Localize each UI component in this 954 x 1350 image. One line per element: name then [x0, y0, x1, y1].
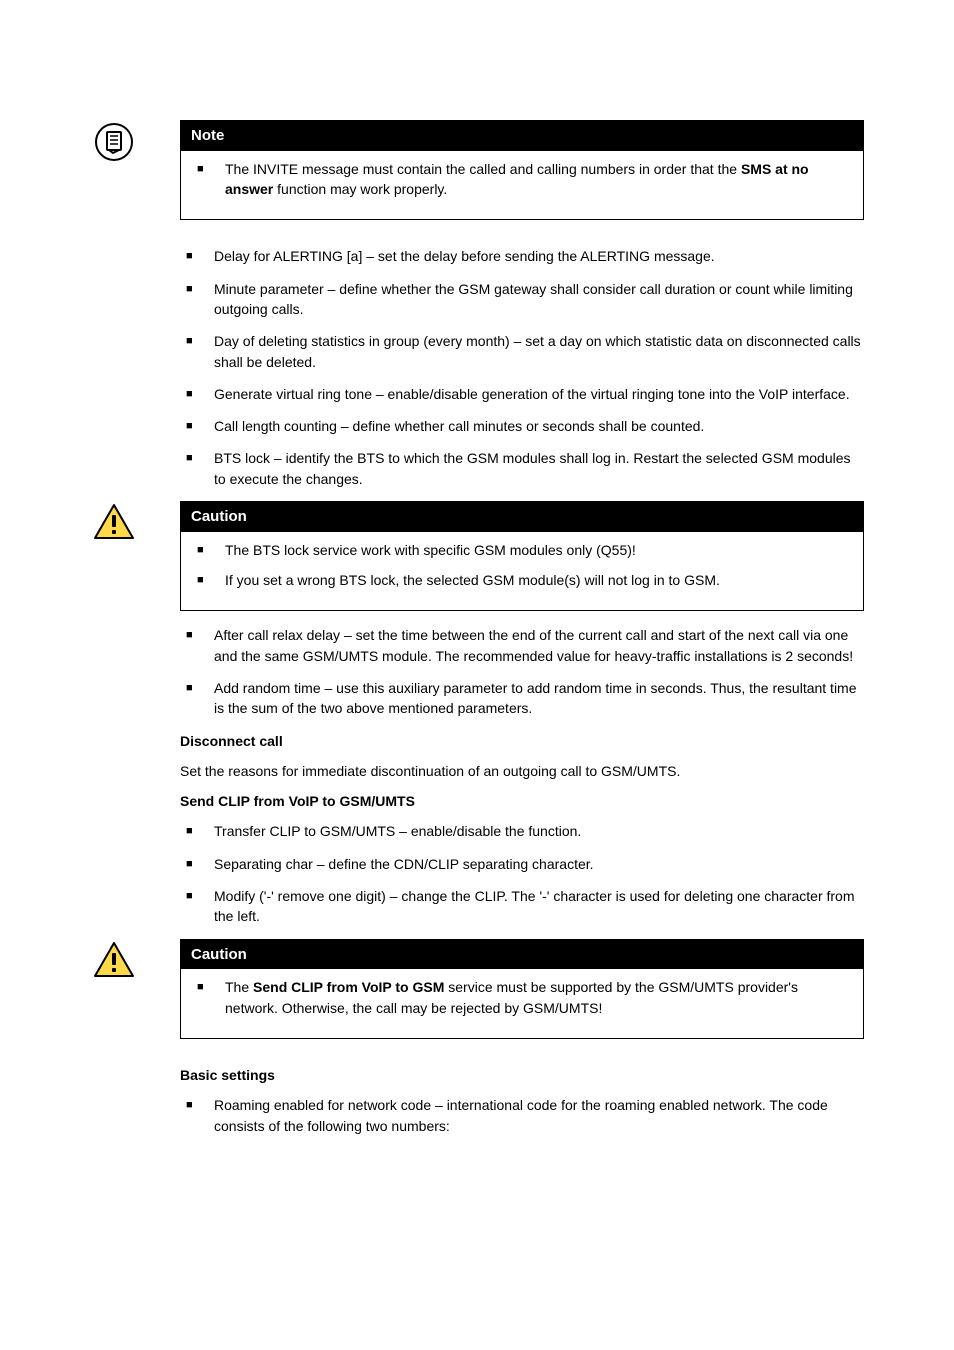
list-item: Delay for ALERTING [a] – set the delay b…: [180, 246, 864, 266]
note-title: Note: [181, 121, 863, 151]
list-one: Delay for ALERTING [a] – set the delay b…: [180, 246, 864, 489]
sendclip-title: Send CLIP from VoIP to GSM/UMTS: [180, 791, 864, 811]
list-item: Day of deleting statistics in group (eve…: [180, 331, 864, 372]
caution1-row: Caution The BTS lock service work with s…: [90, 501, 864, 611]
disconnect-title: Disconnect call: [180, 731, 864, 751]
list-one-wrap: Delay for ALERTING [a] – set the delay b…: [180, 246, 864, 489]
list-item: Modify ('-' remove one digit) – change t…: [180, 886, 864, 927]
caution1-body: The BTS lock service work with specific …: [181, 532, 863, 611]
list-item: Call length counting – define whether ca…: [180, 416, 864, 436]
note-body: The INVITE message must contain the call…: [181, 151, 863, 220]
list-item: Transfer CLIP to GSM/UMTS – enable/disab…: [180, 821, 864, 841]
basic-wrap: Basic settings Roaming enabled for netwo…: [180, 1065, 864, 1136]
note-callout-row: Note The INVITE message must contain the…: [90, 120, 864, 220]
sendclip-list: Transfer CLIP to GSM/UMTS – enable/disab…: [180, 821, 864, 926]
caution1-item: The BTS lock service work with specific …: [191, 540, 853, 560]
basic-list: Roaming enabled for network code – inter…: [180, 1095, 864, 1136]
note-icon: [90, 120, 138, 162]
basic-title: Basic settings: [180, 1065, 864, 1085]
caution-icon: [90, 501, 138, 541]
caution1-callout: Caution The BTS lock service work with s…: [180, 501, 864, 611]
list-item: Roaming enabled for network code – inter…: [180, 1095, 864, 1136]
note-text-post: function may work properly.: [273, 181, 447, 197]
list-item: Generate virtual ring tone – enable/disa…: [180, 384, 864, 404]
midcontent: After call relax delay – set the time be…: [180, 625, 864, 926]
page: Note The INVITE message must contain the…: [0, 0, 954, 1208]
caution1-item: If you set a wrong BTS lock, the selecte…: [191, 570, 853, 590]
caution2-callout: Caution The Send CLIP from VoIP to GSM s…: [180, 939, 864, 1039]
caution2-title: Caution: [181, 940, 863, 970]
caution2-body: The Send CLIP from VoIP to GSM service m…: [181, 969, 863, 1038]
list-item: Minute parameter – define whether the GS…: [180, 279, 864, 320]
list-item: BTS lock – identify the BTS to which the…: [180, 448, 864, 489]
list-item: Add random time – use this auxiliary par…: [180, 678, 864, 719]
list-two: After call relax delay – set the time be…: [180, 625, 864, 718]
caution1-title: Caution: [181, 502, 863, 532]
caution2-item: The Send CLIP from VoIP to GSM service m…: [191, 977, 853, 1018]
caution-icon: [90, 939, 138, 979]
note-item: The INVITE message must contain the call…: [191, 159, 853, 200]
list-item: Separating char – define the CDN/CLIP se…: [180, 854, 864, 874]
note-text-pre: The INVITE message must contain the call…: [225, 161, 741, 177]
list-item: After call relax delay – set the time be…: [180, 625, 864, 666]
note-callout: Note The INVITE message must contain the…: [180, 120, 864, 220]
caution2-bold: Send CLIP from VoIP to GSM: [253, 979, 444, 995]
caution2-pre: The: [225, 979, 253, 995]
caution2-row: Caution The Send CLIP from VoIP to GSM s…: [90, 939, 864, 1039]
disconnect-text: Set the reasons for immediate discontinu…: [180, 761, 864, 781]
